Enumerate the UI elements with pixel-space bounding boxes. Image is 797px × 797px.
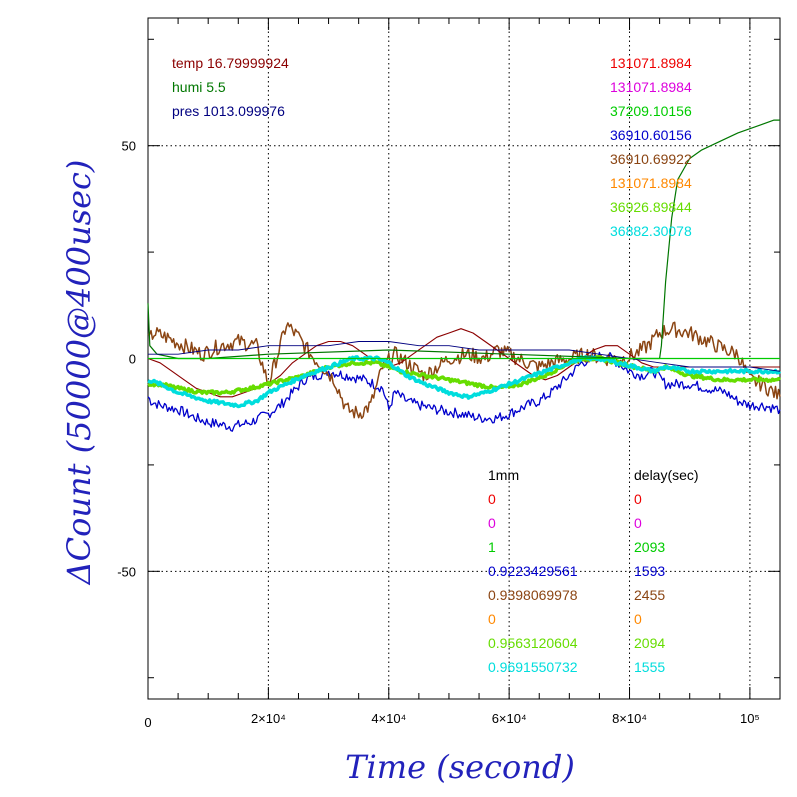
value-annotation: 36910.60156 xyxy=(610,127,692,143)
env-annotation: humi 5.5 xyxy=(172,79,226,95)
series-line-0 xyxy=(147,351,781,432)
table-cell-1mm: 0 xyxy=(488,611,496,627)
series-line-1 xyxy=(147,321,781,420)
series-line-6 xyxy=(148,341,781,372)
x-tick-label: 4×10⁴ xyxy=(371,711,406,726)
y-tick-label: 0 xyxy=(129,352,136,367)
series-line-3 xyxy=(147,355,782,396)
x-tick-label: 2×10⁴ xyxy=(251,711,286,726)
value-annotation: 131071.8984 xyxy=(610,79,692,95)
table-cell-delay: 0 xyxy=(634,515,642,531)
table-cell-delay: 1555 xyxy=(634,659,665,675)
table-cell-delay: 0 xyxy=(634,491,642,507)
tick-marks xyxy=(147,18,781,699)
table-cell-delay: 0 xyxy=(634,611,642,627)
table-cell-1mm: 0 xyxy=(488,515,496,531)
value-annotation: 36926.89844 xyxy=(610,199,692,215)
table-cell-delay: 2455 xyxy=(634,587,665,603)
table-cell-delay: 1593 xyxy=(634,563,665,579)
table-cell-1mm: 0.9398069978 xyxy=(488,587,578,603)
table-cell-delay: 2094 xyxy=(634,635,665,651)
table-cell-1mm: 0.9563120604 xyxy=(488,635,578,651)
table-header-delay: delay(sec) xyxy=(634,467,699,483)
x-tick-label: 6×10⁴ xyxy=(492,711,527,726)
table-cell-delay: 2093 xyxy=(634,539,665,555)
tick-labels: 0 2×10⁴ 4×10⁴ 6×10⁴ 8×10⁴ 10⁵ 50 0 -50 xyxy=(117,139,760,730)
value-annotation: 37209.10156 xyxy=(610,103,692,119)
x-tick-label: 8×10⁴ xyxy=(612,711,647,726)
y-tick-label: -50 xyxy=(117,564,136,579)
x-tick-label: 0 xyxy=(144,715,151,730)
value-annotation: 36882.30078 xyxy=(610,223,692,239)
table-cell-1mm: 0.9691550732 xyxy=(488,659,578,675)
annotations: temp 16.79999924 humi 5.5 pres 1013.099976… xyxy=(172,55,699,675)
y-tick-label: 50 xyxy=(122,139,136,154)
value-annotation: 36910.69922 xyxy=(610,151,692,167)
value-annotation: 131071.8984 xyxy=(610,175,692,191)
table-cell-1mm: 0 xyxy=(488,491,496,507)
table-cell-1mm: 0.9223429561 xyxy=(488,563,578,579)
x-tick-label: 10⁵ xyxy=(740,711,760,726)
y-axis-title: ΔCount (50000@400usec) xyxy=(60,160,98,587)
table-header-1mm: 1mm xyxy=(488,467,519,483)
env-annotation: temp 16.79999924 xyxy=(172,55,289,71)
table-cell-1mm: 1 xyxy=(488,539,496,555)
env-annotation: pres 1013.099976 xyxy=(172,103,285,119)
series-line-4 xyxy=(147,355,782,409)
value-annotation: 131071.8984 xyxy=(610,55,692,71)
series-lines xyxy=(147,119,782,432)
x-axis-title: Time (second) xyxy=(345,748,575,786)
